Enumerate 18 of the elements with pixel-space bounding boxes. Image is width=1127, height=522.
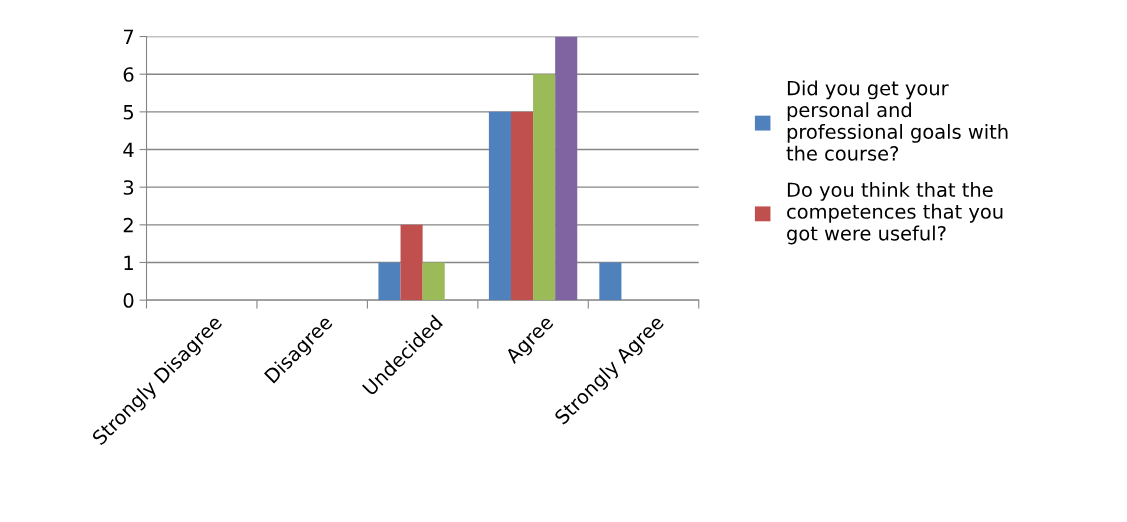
- bar: [533, 74, 556, 301]
- bar: [599, 262, 622, 301]
- y-tick-label: 5: [123, 105, 134, 120]
- legend-label: Do you think that the competences that you got were useful?: [787, 182, 1003, 245]
- legend-label: Did you get your personal and professional goals with the course?: [786, 80, 1008, 161]
- bar: [422, 262, 445, 301]
- bar: [378, 262, 401, 301]
- bar: [510, 111, 534, 301]
- bar: [488, 111, 511, 301]
- y-tick-label: 0: [123, 293, 134, 308]
- y-tick-label: 7: [123, 29, 134, 44]
- y-tick-label: 4: [123, 142, 134, 157]
- y-tick-label: 6: [123, 67, 134, 82]
- y-tick-label: 3: [123, 180, 134, 195]
- bar: [400, 224, 423, 301]
- y-tick-label: 2: [123, 217, 133, 233]
- y-tick-label: 1: [124, 255, 133, 270]
- bar: [555, 36, 578, 301]
